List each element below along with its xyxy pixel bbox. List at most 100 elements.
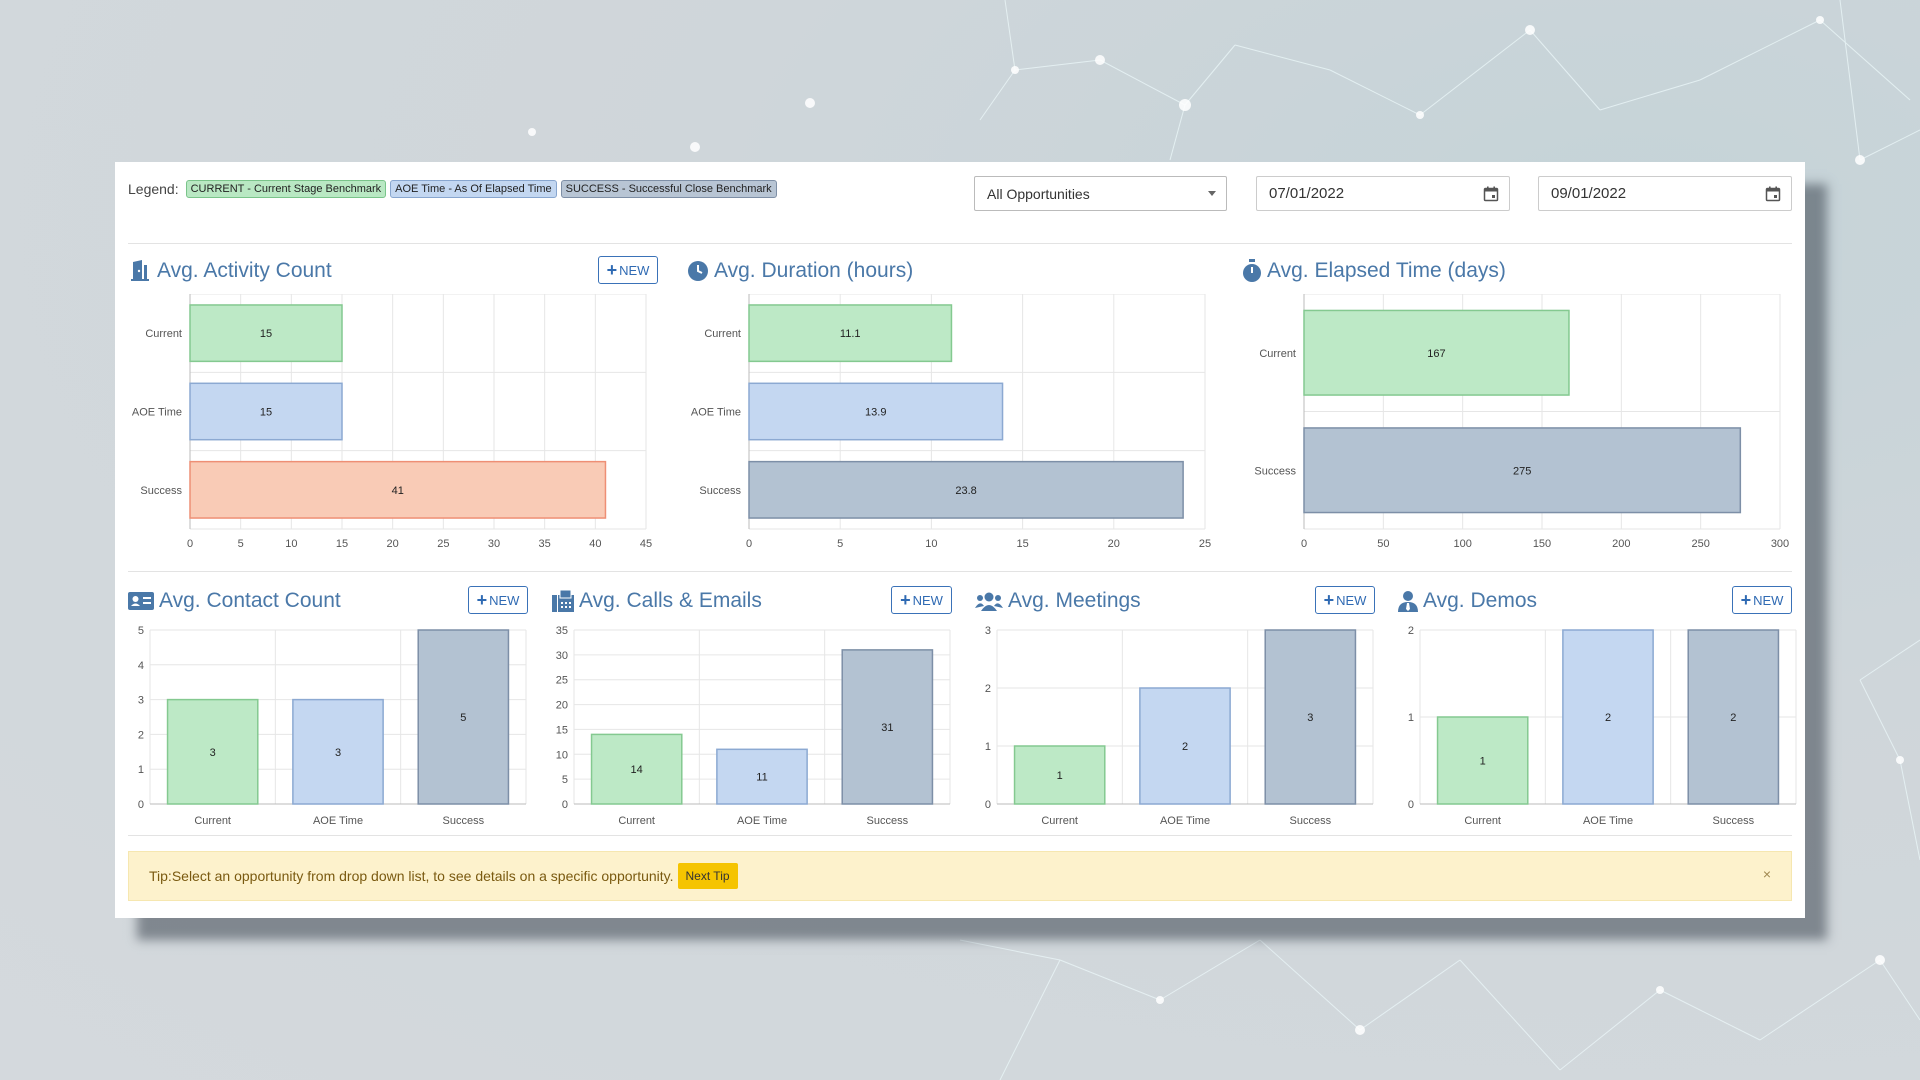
opportunity-select[interactable]: All Opportunities — [974, 176, 1227, 211]
data-label: 275 — [1513, 465, 1531, 477]
data-label: 11.1 — [840, 328, 861, 340]
data-label: 31 — [881, 722, 893, 734]
y-tick-label: 0 — [138, 799, 144, 811]
x-tick-label: 250 — [1691, 538, 1709, 550]
bar — [1139, 687, 1231, 805]
dashboard-panel: Legend: CURRENT - Current Stage Benchmar… — [115, 162, 1805, 918]
calendar-icon[interactable] — [1483, 186, 1499, 202]
card-title-text: Avg. Activity Count — [157, 259, 332, 282]
card-duration: Avg. Duration (hours) 0 5 10 15 20 25 11.1 Curr… — [687, 259, 1217, 559]
y-tick-label: 10 — [556, 749, 568, 761]
card-demos: Avg. Demos + NEW 0 1 2 1 Current 2 AOE Time 2 Suc… — [1398, 586, 1798, 839]
bar — [1264, 629, 1357, 805]
data-label: 11 — [756, 772, 767, 784]
bar — [748, 460, 1184, 519]
x-tick-label: 15 — [1016, 538, 1028, 550]
data-label: 13.9 — [865, 407, 886, 419]
users-icon — [975, 592, 1003, 611]
data-label: 2 — [1605, 712, 1611, 724]
data-label: 15 — [260, 328, 272, 340]
fax-icon — [552, 590, 574, 612]
card-title-text: Avg. Calls & Emails — [579, 589, 762, 612]
data-label: 3 — [335, 747, 341, 759]
y-tick-label: 3 — [138, 695, 144, 707]
y-tick-label: 0 — [562, 799, 568, 811]
activity-count-chart: 0 5 10 15 20 25 30 35 40 45 15 Current 15 AOE Time 41 S… — [132, 294, 652, 550]
x-category-label: Success — [443, 815, 485, 827]
x-tick-label: 40 — [589, 538, 601, 550]
y-category-label: Success — [140, 485, 182, 497]
x-category-label: AOE Time — [1160, 815, 1210, 827]
bar — [1303, 309, 1570, 396]
x-tick-label: 150 — [1533, 538, 1551, 550]
divider — [128, 571, 1792, 572]
legend-badge-success: SUCCESS - Successful Close Benchmark — [560, 180, 777, 198]
bar — [1013, 745, 1106, 805]
y-category-label: AOE Time — [691, 407, 741, 419]
card-elapsed-time: Avg. Elapsed Time (days) 0 50 100 150 200 250… — [1242, 259, 1792, 559]
plus-icon: + — [606, 260, 618, 280]
y-category-label: Current — [145, 328, 182, 340]
x-category-label: AOE Time — [1583, 815, 1633, 827]
meetings-chart: 0 1 2 3 1 Current 2 AOE Time 3 Success — [985, 625, 1374, 827]
new-demo-button[interactable]: + NEW — [1732, 586, 1792, 614]
x-tick-label: 200 — [1612, 538, 1630, 550]
duration-chart: 0 5 10 15 20 25 11.1 Current 13.9 AOE Time 23.8 Suc… — [691, 294, 1211, 550]
card-meetings: Avg. Meetings + NEW 0 1 2 3 1 Current 2 AOE Time… — [975, 586, 1375, 839]
card-title-text: Avg. Meetings — [1008, 589, 1141, 612]
new-call-email-button[interactable]: + NEW — [891, 586, 952, 614]
bar — [716, 748, 808, 805]
y-tick-label: 2 — [985, 683, 991, 695]
plus-icon: + — [900, 590, 911, 610]
x-tick-label: 0 — [187, 538, 193, 550]
clock-icon — [688, 261, 708, 281]
new-button-label: NEW — [1336, 592, 1367, 608]
new-button-label: NEW — [1753, 592, 1784, 608]
x-tick-label: 35 — [539, 538, 551, 550]
contact-count-chart: 0 1 2 3 4 5 3 Current 3 AOE Time 5 Success — [138, 625, 527, 827]
x-tick-label: 30 — [488, 538, 500, 550]
x-tick-label: 25 — [1199, 538, 1211, 550]
x-tick-label: 5 — [238, 538, 244, 550]
bar — [189, 460, 607, 519]
card-activity-count: Avg. Activity Count + NEW 0 5 10 15 20 25 30 35 4… — [128, 256, 658, 559]
y-tick-label: 1 — [138, 764, 144, 776]
x-category-label: AOE Time — [737, 815, 787, 827]
tip-alert: Tip:Select an opportunity from drop down… — [128, 851, 1792, 901]
close-icon[interactable]: × — [1762, 866, 1771, 882]
next-tip-button[interactable]: Next Tip — [677, 863, 738, 889]
stopwatch-icon — [1243, 259, 1261, 282]
demos-chart: 0 1 2 1 Current 2 AOE Time 2 Success — [1408, 625, 1797, 827]
x-tick-label: 15 — [336, 538, 348, 550]
contact-card-icon — [128, 592, 154, 610]
bar — [1562, 629, 1654, 805]
card-title-text: Avg. Demos — [1423, 589, 1537, 612]
x-tick-label: 100 — [1453, 538, 1471, 550]
data-label: 23.8 — [955, 485, 976, 497]
card-title: Avg. Duration (hours) — [687, 259, 913, 283]
plus-icon: + — [1323, 590, 1335, 610]
new-meeting-button[interactable]: + NEW — [1315, 586, 1375, 614]
plus-icon: + — [476, 590, 488, 610]
card-title-text: Avg. Contact Count — [159, 589, 341, 612]
bar — [189, 304, 343, 363]
card-calls-emails: Avg. Calls & Emails + NEW 0 5 10 15 20 25 30 35 1… — [552, 586, 952, 839]
filter-bar: Legend: CURRENT - Current Stage Benchmar… — [115, 162, 1805, 244]
bar — [590, 733, 683, 805]
x-tick-label: 5 — [837, 538, 843, 550]
x-category-label: Current — [194, 815, 231, 827]
data-label: 2 — [1730, 712, 1736, 724]
end-date-input[interactable]: 09/01/2022 — [1538, 176, 1792, 211]
new-activity-button[interactable]: + NEW — [598, 256, 658, 284]
x-tick-label: 25 — [437, 538, 449, 550]
y-tick-label: 25 — [556, 675, 568, 687]
new-contact-button[interactable]: + NEW — [468, 586, 528, 614]
x-category-label: Current — [1041, 815, 1078, 827]
new-button-label: NEW — [489, 592, 520, 608]
card-title: Avg. Contact Count — [128, 589, 341, 613]
start-date-input[interactable]: 07/01/2022 — [1256, 176, 1510, 211]
elapsed-time-chart: 0 50 100 150 200 250 300 167 Current 275 Success — [1254, 294, 1789, 550]
divider — [128, 835, 1792, 836]
calendar-icon[interactable] — [1765, 186, 1781, 202]
card-title: Avg. Elapsed Time (days) — [1242, 259, 1506, 283]
